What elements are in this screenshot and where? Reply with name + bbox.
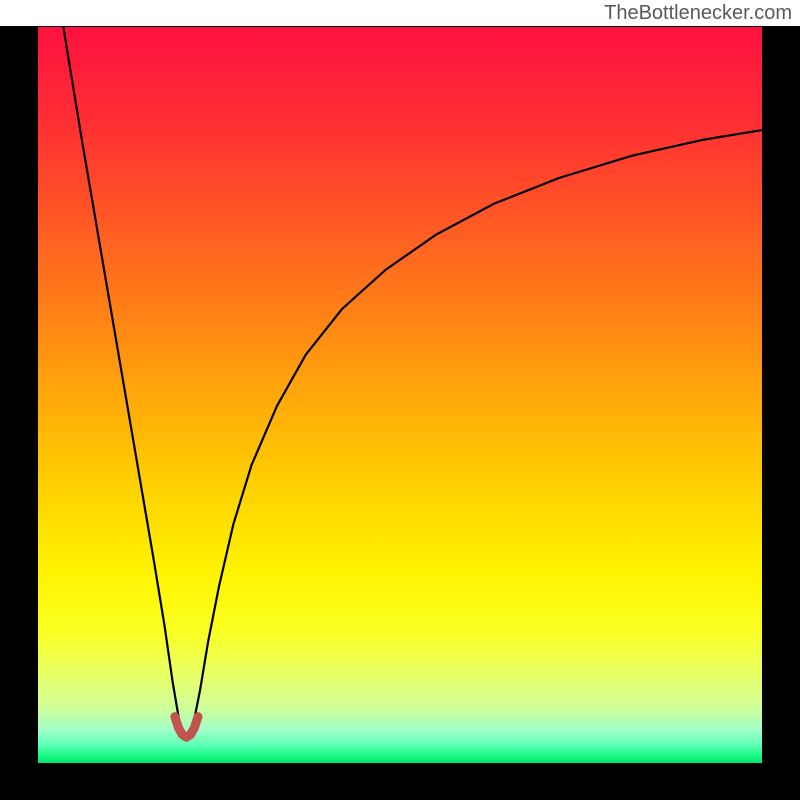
- bottleneck-chart: [0, 0, 800, 800]
- chart-frame: TheBottlenecker.com: [0, 0, 800, 800]
- watermark-text: TheBottlenecker.com: [604, 0, 800, 25]
